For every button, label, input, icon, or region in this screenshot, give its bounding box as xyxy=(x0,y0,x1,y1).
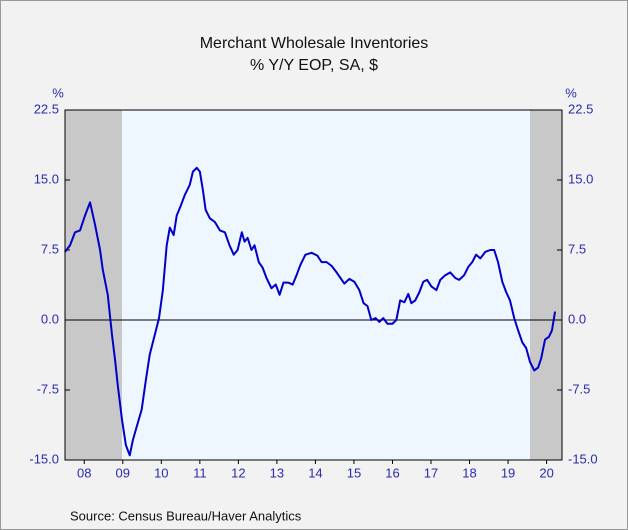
x-tick-label: 12 xyxy=(231,465,245,480)
y2-axis-unit: % xyxy=(565,85,577,100)
x-tick-label: 16 xyxy=(385,465,399,480)
x-tick-label: 10 xyxy=(154,465,168,480)
y2-tick-label: -15.0 xyxy=(568,451,598,466)
x-tick-label: 14 xyxy=(308,465,322,480)
y2-tick-label: 7.5 xyxy=(568,241,586,256)
x-tick-label: 17 xyxy=(424,465,438,480)
y2-tick-label: 0.0 xyxy=(568,311,586,326)
x-tick-label: 08 xyxy=(77,465,91,480)
chart-subtitle: % Y/Y EOP, SA, $ xyxy=(250,57,378,74)
x-tick-label: 11 xyxy=(193,465,207,480)
recession-shade xyxy=(65,110,123,460)
source-note: Source: Census Bureau/Haver Analytics xyxy=(70,508,302,523)
plot-area xyxy=(65,110,562,460)
y-tick-label: -15.0 xyxy=(29,451,59,466)
recession-shade xyxy=(530,110,562,460)
y-tick-label: 15.0 xyxy=(34,171,59,186)
y2-tick-label: 15.0 xyxy=(568,171,593,186)
x-tick-label: 20 xyxy=(539,465,553,480)
y-tick-label: 22.5 xyxy=(34,101,59,116)
x-tick-label: 13 xyxy=(270,465,284,480)
data-line xyxy=(64,166,557,457)
y-tick-label: -7.5 xyxy=(37,381,59,396)
y-axis-unit: % xyxy=(52,85,64,100)
chart-title: Merchant Wholesale Inventories xyxy=(200,35,429,52)
y2-tick-label: -7.5 xyxy=(568,381,590,396)
y-tick-label: 0.0 xyxy=(41,311,59,326)
plot-border xyxy=(64,109,563,461)
y2-tick-label: 22.5 xyxy=(568,101,593,116)
x-tick-label: 15 xyxy=(347,465,361,480)
x-tick-label: 19 xyxy=(501,465,515,480)
x-tick-label: 09 xyxy=(116,465,130,480)
x-tick-label: 18 xyxy=(462,465,476,480)
y-tick-label: 7.5 xyxy=(41,241,59,256)
